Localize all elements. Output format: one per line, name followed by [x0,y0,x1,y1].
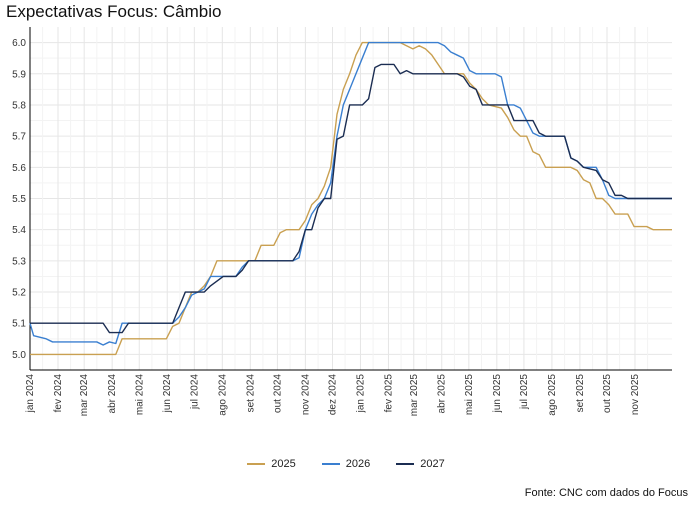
legend-swatch [247,463,266,465]
legend-label: 2025 [271,458,296,470]
x-tick-label: jun 2024 [162,374,173,414]
x-tick-label: set 2024 [245,374,256,413]
y-tick-label: 5.6 [12,163,26,174]
series-line-2026 [29,41,672,346]
x-tick-label: abr 2025 [437,374,448,414]
y-tick-label: 5.4 [12,225,26,236]
x-tick-label: out 2024 [272,374,283,413]
x-tick-label: fev 2025 [383,374,394,413]
x-tick-label: nov 2024 [300,374,311,416]
x-tick-label: abr 2024 [107,374,118,414]
axis-layer: 5.0 5.1 5.2 5.3 5.4 5.5 5.6 5.7 5.8 5.9 6.0 jan 202… [12,27,672,416]
y-tick-label: 5.2 [12,288,26,299]
source-note: Fonte: CNC com dados do Focus [524,487,688,499]
y-tick-label: 5.8 [12,100,26,111]
legend: 2025 2026 2027 [0,458,692,470]
y-tick-label: 5.5 [12,194,26,205]
x-tick-label: mar 2025 [409,374,420,417]
series-layer [29,41,672,356]
x-tick-label: jun 2025 [492,374,503,414]
y-tick-label: 5.3 [12,256,26,267]
x-tick-label: jul 2025 [519,374,530,410]
legend-swatch [396,463,415,465]
y-tick-label: 5.1 [12,319,26,330]
x-tick-label: ago 2025 [547,374,558,416]
x-tick-label: mai 2024 [134,374,145,416]
x-tick-label: jan 2024 [25,374,36,414]
x-tick-label: set 2025 [575,374,586,413]
legend-item-2025: 2025 [247,458,296,470]
x-tick-label: jul 2024 [189,374,200,410]
x-tick-label: mar 2024 [79,374,90,417]
legend-swatch [321,463,340,465]
series-line-2025 [30,41,672,356]
y-tick-label: 5.7 [12,132,26,143]
x-tick-label: out 2025 [602,374,613,413]
x-tick-label: ago 2024 [217,374,228,416]
y-tick-label: 6.0 [12,38,26,49]
y-tick-label: 5.9 [12,69,26,80]
legend-item-2026: 2026 [321,458,371,470]
grid-layer [29,27,672,370]
x-tick-label: nov 2025 [630,374,641,416]
legend-label: 2027 [420,458,445,470]
x-tick-label: jan 2025 [355,374,366,414]
y-tick-label: 5.0 [12,350,26,361]
x-tick-label: mai 2025 [464,374,475,416]
x-tick-label: dez 2024 [327,374,338,416]
chart-title: Expectativas Focus: Câmbio [6,2,222,21]
legend-item-2027: 2027 [396,458,445,470]
legend-label: 2026 [345,458,371,470]
x-tick-label: fev 2024 [53,374,64,413]
series-line-2027 [30,63,672,334]
